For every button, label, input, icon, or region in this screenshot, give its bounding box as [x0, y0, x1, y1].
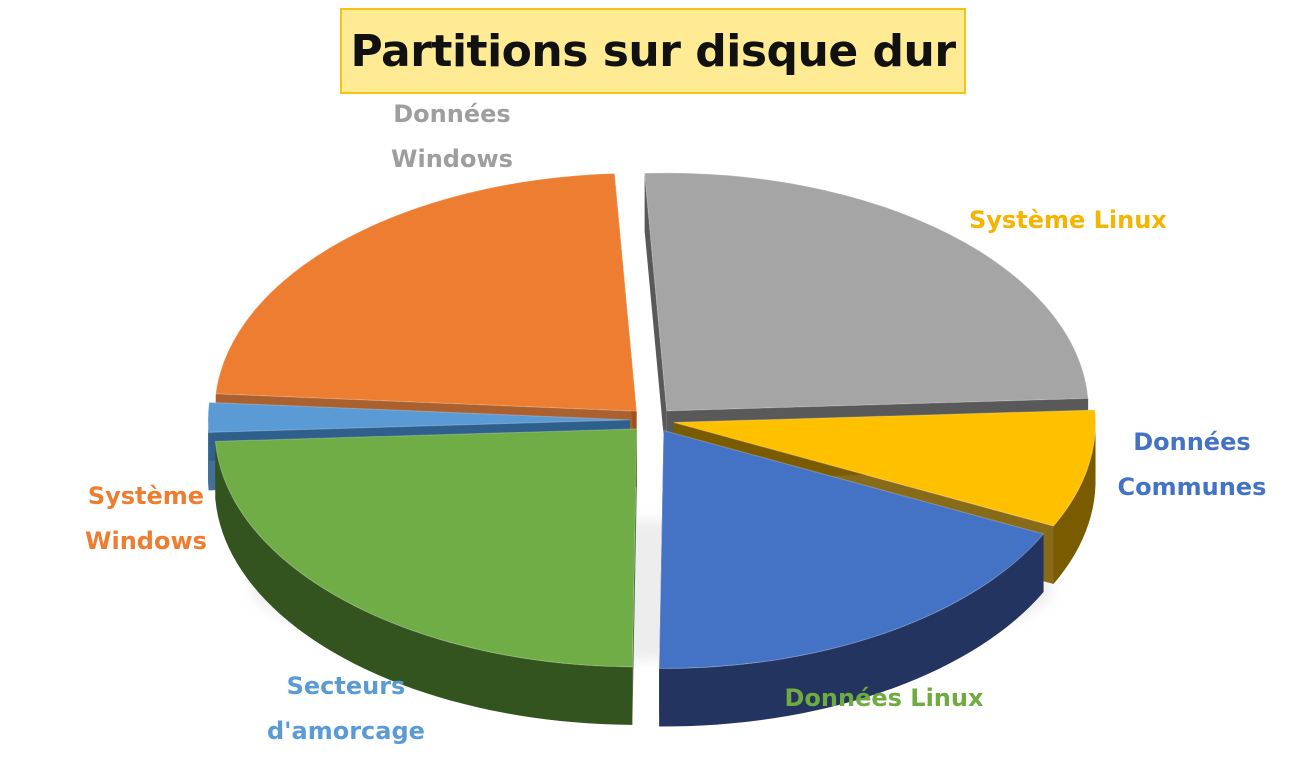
slice-label-line: Système Linux — [969, 206, 1167, 234]
chart-title: Partitions sur disque dur — [350, 25, 956, 77]
pie-slice-side-donnees-communes — [659, 534, 1044, 727]
slice-label-secteurs-d-amorcage: Secteurs d'amorcage — [267, 664, 425, 754]
slice-label-systeme-windows: Système Windows — [85, 474, 207, 564]
slice-label-systeme-linux: Système Linux — [969, 198, 1167, 243]
slice-label-donnees-windows: Données Windows — [391, 92, 513, 182]
slice-label-line: Windows — [391, 145, 513, 173]
slice-label-donnees-linux: Données Linux — [785, 676, 984, 721]
slice-label-donnees-communes: Données Communes — [1118, 420, 1267, 510]
pie-slice-donnees-communes — [658, 429, 1045, 669]
pie-slice-side-donnees-linux — [215, 441, 633, 725]
pie-slice-systeme-windows — [215, 173, 638, 412]
pie-slice-side-secteurs-d-amorcage — [208, 421, 209, 491]
slice-label-line: Données — [393, 100, 511, 128]
pie-slice-systeme-linux — [673, 409, 1097, 527]
pie-slice-side-systeme-linux — [1053, 425, 1096, 585]
pie-slice-face-donnees-windows-start — [644, 173, 667, 469]
slice-label-line: Données — [1133, 428, 1251, 456]
pie-slice-donnees-linux — [214, 428, 638, 668]
slice-label-line: Données Linux — [784, 684, 984, 712]
chart-title-box: Partitions sur disque dur — [340, 8, 966, 94]
slice-label-line: d'amorcage — [267, 717, 425, 745]
slice-label-line: Système — [87, 482, 205, 510]
pie-slice-secteurs-d-amorcage — [207, 401, 631, 433]
slice-label-line: Secteurs — [286, 672, 406, 700]
slice-label-line: Windows — [85, 527, 207, 555]
pie-slice-donnees-windows — [644, 172, 1089, 412]
slice-label-line: Communes — [1117, 473, 1267, 501]
pie-slice-face-donnees-linux-start — [632, 428, 637, 725]
